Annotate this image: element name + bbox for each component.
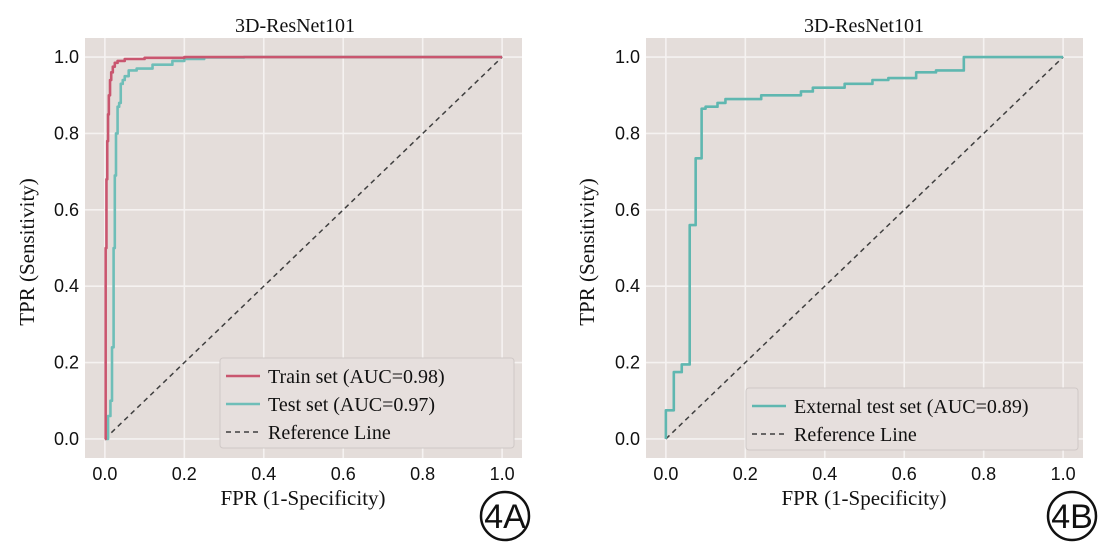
- series-layer-4a: [104, 55, 503, 441]
- roc-panel-4b: 3D-ResNet101 0.0 0.2 0.4 0.6 0.8 1.0 0.0 0.2 0.4…: [575, 15, 1098, 542]
- x-tick-label-4b-3: 0.6: [892, 464, 917, 484]
- y-tick-label-4a-4: 0.8: [54, 123, 79, 143]
- ticks-4b: 0.0 0.2 0.4 0.6 0.8 1.0 0.0 0.2 0.4 0.6 0.8 1.0: [615, 47, 1076, 484]
- roc-panel-4a: 3D-ResNet101 0.0 0.2 0.4 0.6 0.8 1.0 0.0 0.2 0.4…: [15, 15, 531, 542]
- y-tick-label-4b-2: 0.4: [615, 276, 640, 296]
- series-line-4a-2: [104, 56, 503, 440]
- legend-label-4b-0: External test set (AUC=0.89): [794, 396, 1029, 418]
- badge-4a: 4A: [479, 490, 531, 542]
- badge-4b: 4B: [1046, 490, 1098, 542]
- legend-4a: Train set (AUC=0.98) Test set (AUC=0.97) R…: [219, 357, 515, 449]
- y-tick-label-4a-5: 1.0: [54, 47, 79, 67]
- x-tick-label-4a-1: 0.2: [172, 464, 197, 484]
- x-tick-label-4b-2: 0.4: [812, 464, 837, 484]
- y-tick-label-4a-2: 0.4: [54, 276, 79, 296]
- badge-label-4b: 4B: [1051, 498, 1093, 536]
- y-tick-label-4a-0: 0.0: [54, 429, 79, 449]
- x-axis-label-4a: FPR (1-Specificity): [220, 486, 385, 510]
- x-axis-label-4b: FPR (1-Specificity): [781, 486, 946, 510]
- legend-box-4b: [745, 387, 1079, 451]
- x-tick-label-4b-4: 0.8: [971, 464, 996, 484]
- y-tick-label-4b-5: 1.0: [615, 47, 640, 67]
- series-line-4b-1: [665, 56, 1064, 440]
- x-tick-label-4b-5: 1.0: [1051, 464, 1076, 484]
- badge-circle-4a: [479, 490, 531, 542]
- x-tick-label-4a-2: 0.4: [251, 464, 276, 484]
- series-layer-4b: [664, 55, 1064, 440]
- legend-4b: External test set (AUC=0.89) Reference Li…: [745, 387, 1079, 451]
- y-tick-label-4b-0: 0.0: [615, 429, 640, 449]
- legend-box-4a: [219, 357, 515, 449]
- badge-label-4a: 4A: [484, 498, 526, 536]
- badge-circle-4b: [1046, 490, 1098, 542]
- legend-label-4b-1: Reference Line: [794, 424, 917, 446]
- y-tick-label-4b-3: 0.6: [615, 200, 640, 220]
- x-tick-label-4a-0: 0.0: [92, 464, 117, 484]
- series-line-4b-0: [664, 55, 1064, 439]
- ticks-4a: 0.0 0.2 0.4 0.6 0.8 1.0 0.0 0.2 0.4 0.6 0.8 1.0: [54, 47, 515, 484]
- legend-label-4a-0: Train set (AUC=0.98): [268, 366, 445, 388]
- grid-4a: [85, 38, 522, 458]
- x-tick-label-4b-1: 0.2: [733, 464, 758, 484]
- x-tick-label-4b-0: 0.0: [653, 464, 678, 484]
- y-axis-label-4a: TPR (Sensitivity): [15, 178, 39, 326]
- legend-label-4a-2: Reference Line: [268, 422, 391, 444]
- series-line-4a-0: [104, 55, 503, 441]
- legend-label-4a-1: Test set (AUC=0.97): [268, 394, 435, 416]
- x-tick-label-4a-4: 0.8: [410, 464, 435, 484]
- y-axis-label-4b: TPR (Sensitivity): [575, 178, 599, 326]
- x-tick-label-4a-5: 1.0: [490, 464, 515, 484]
- y-tick-label-4a-3: 0.6: [54, 200, 79, 220]
- y-tick-label-4b-1: 0.2: [615, 353, 640, 373]
- x-tick-label-4a-3: 0.6: [331, 464, 356, 484]
- y-tick-label-4a-1: 0.2: [54, 353, 79, 373]
- y-tick-label-4b-4: 0.8: [615, 123, 640, 143]
- chart-title-4b: 3D-ResNet101: [804, 15, 924, 37]
- chart-title-4a: 3D-ResNet101: [235, 15, 355, 37]
- series-line-4a-1: [104, 55, 503, 441]
